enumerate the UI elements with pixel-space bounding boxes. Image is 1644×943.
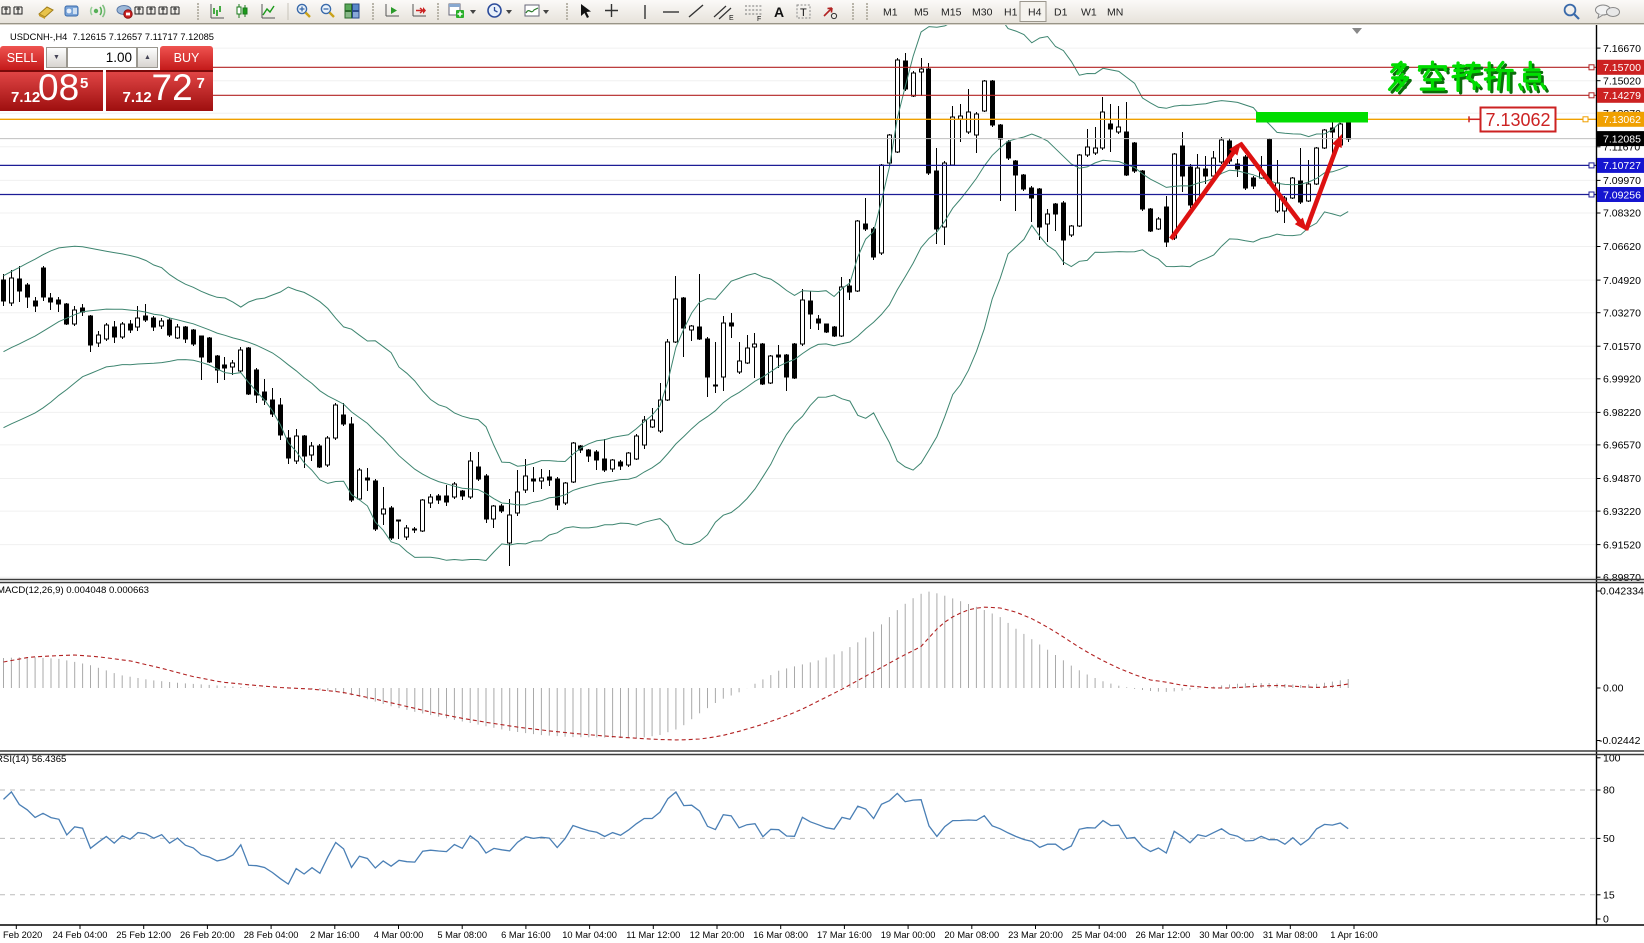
svg-text:80: 80: [1603, 785, 1615, 797]
svg-text:M1: M1: [883, 7, 898, 19]
svg-text:MACD(12,26,9) 0.004048 0.00066: MACD(12,26,9) 0.004048 0.000663: [0, 585, 149, 596]
svg-text:4 Mar 00:00: 4 Mar 00:00: [374, 930, 424, 940]
svg-text:6.93220: 6.93220: [1603, 506, 1641, 518]
svg-text:7.09970: 7.09970: [1603, 175, 1641, 187]
svg-text:6.98220: 6.98220: [1603, 407, 1641, 419]
svg-text:23 Mar 20:00: 23 Mar 20:00: [1008, 930, 1063, 940]
svg-text:16 Mar 08:00: 16 Mar 08:00: [753, 930, 808, 940]
svg-text:7.13062: 7.13062: [1603, 114, 1641, 126]
svg-text:10 Mar 04:00: 10 Mar 04:00: [562, 930, 617, 940]
svg-text:25 Mar 04:00: 25 Mar 04:00: [1072, 930, 1127, 940]
svg-text:6.89870: 6.89870: [1603, 572, 1641, 584]
svg-text:50: 50: [1603, 833, 1615, 845]
svg-text:E: E: [729, 15, 734, 22]
svg-text:20 Mar 08:00: 20 Mar 08:00: [944, 930, 999, 940]
svg-text:-0.02442: -0.02442: [1599, 735, 1641, 747]
svg-text:0: 0: [1603, 914, 1609, 926]
svg-text:H1: H1: [1004, 7, 1018, 19]
svg-text:7.13062: 7.13062: [1485, 110, 1550, 130]
svg-text:A: A: [774, 4, 784, 20]
svg-text:7.08320: 7.08320: [1603, 208, 1641, 220]
svg-text:M30: M30: [972, 7, 993, 19]
svg-text:T: T: [800, 7, 807, 19]
svg-text:6 Mar 16:00: 6 Mar 16:00: [501, 930, 551, 940]
svg-text:5 Mar 08:00: 5 Mar 08:00: [437, 930, 487, 940]
svg-text:6.94870: 6.94870: [1603, 473, 1641, 485]
svg-text:7.04920: 7.04920: [1603, 275, 1641, 287]
svg-text:7.09256: 7.09256: [1603, 189, 1641, 201]
svg-text:25 Feb 12:00: 25 Feb 12:00: [116, 930, 171, 940]
svg-text:7.12085: 7.12085: [1603, 133, 1641, 145]
svg-text:7.16670: 7.16670: [1603, 43, 1641, 55]
svg-text:7.14279: 7.14279: [1603, 90, 1641, 102]
svg-text:1 Apr 16:00: 1 Apr 16:00: [1330, 930, 1378, 940]
svg-text:Feb 2020: Feb 2020: [3, 930, 42, 940]
svg-text:F: F: [757, 16, 761, 23]
svg-text:M15: M15: [941, 7, 962, 19]
svg-text:19 Mar 00:00: 19 Mar 00:00: [881, 930, 936, 940]
svg-text:7.06620: 7.06620: [1603, 241, 1641, 253]
svg-text:6.91520: 6.91520: [1603, 539, 1641, 551]
svg-text:15: 15: [1603, 890, 1615, 902]
svg-text:7.15700: 7.15700: [1603, 62, 1641, 74]
svg-text:12 Mar 20:00: 12 Mar 20:00: [690, 930, 745, 940]
svg-text:7.15020: 7.15020: [1603, 75, 1641, 87]
svg-text:6.96570: 6.96570: [1603, 440, 1641, 452]
svg-text:0.042334: 0.042334: [1600, 586, 1644, 598]
svg-text:26 Feb 20:00: 26 Feb 20:00: [180, 930, 235, 940]
svg-text:11 Mar 12:00: 11 Mar 12:00: [626, 930, 680, 940]
svg-text:31 Mar 08:00: 31 Mar 08:00: [1263, 930, 1318, 940]
svg-text:24 Feb 04:00: 24 Feb 04:00: [53, 930, 108, 940]
svg-text:D1: D1: [1054, 7, 1068, 19]
svg-text:W1: W1: [1081, 7, 1097, 19]
svg-text:2 Mar 16:00: 2 Mar 16:00: [310, 930, 360, 940]
svg-text:7.01570: 7.01570: [1603, 341, 1641, 353]
svg-text:17 Mar 16:00: 17 Mar 16:00: [817, 930, 872, 940]
svg-text:30 Mar 00:00: 30 Mar 00:00: [1199, 930, 1254, 940]
svg-text:0.00: 0.00: [1603, 683, 1624, 695]
svg-text:28 Feb 04:00: 28 Feb 04:00: [244, 930, 299, 940]
svg-text:USDCNH-,H4 7.12615 7.12657 7.: USDCNH-,H4 7.12615 7.12657 7.11717 7.120…: [10, 32, 214, 42]
svg-text:26 Mar 12:00: 26 Mar 12:00: [1136, 930, 1191, 940]
svg-text:H4: H4: [1028, 7, 1042, 19]
svg-text:6.99920: 6.99920: [1603, 374, 1641, 386]
svg-text:MN: MN: [1107, 7, 1123, 19]
svg-text:RSI(14) 56.4365: RSI(14) 56.4365: [0, 754, 66, 765]
svg-text:M5: M5: [914, 7, 929, 19]
svg-text:100: 100: [1603, 753, 1621, 765]
svg-text:7.10727: 7.10727: [1603, 160, 1641, 172]
svg-text:7.03270: 7.03270: [1603, 307, 1641, 319]
